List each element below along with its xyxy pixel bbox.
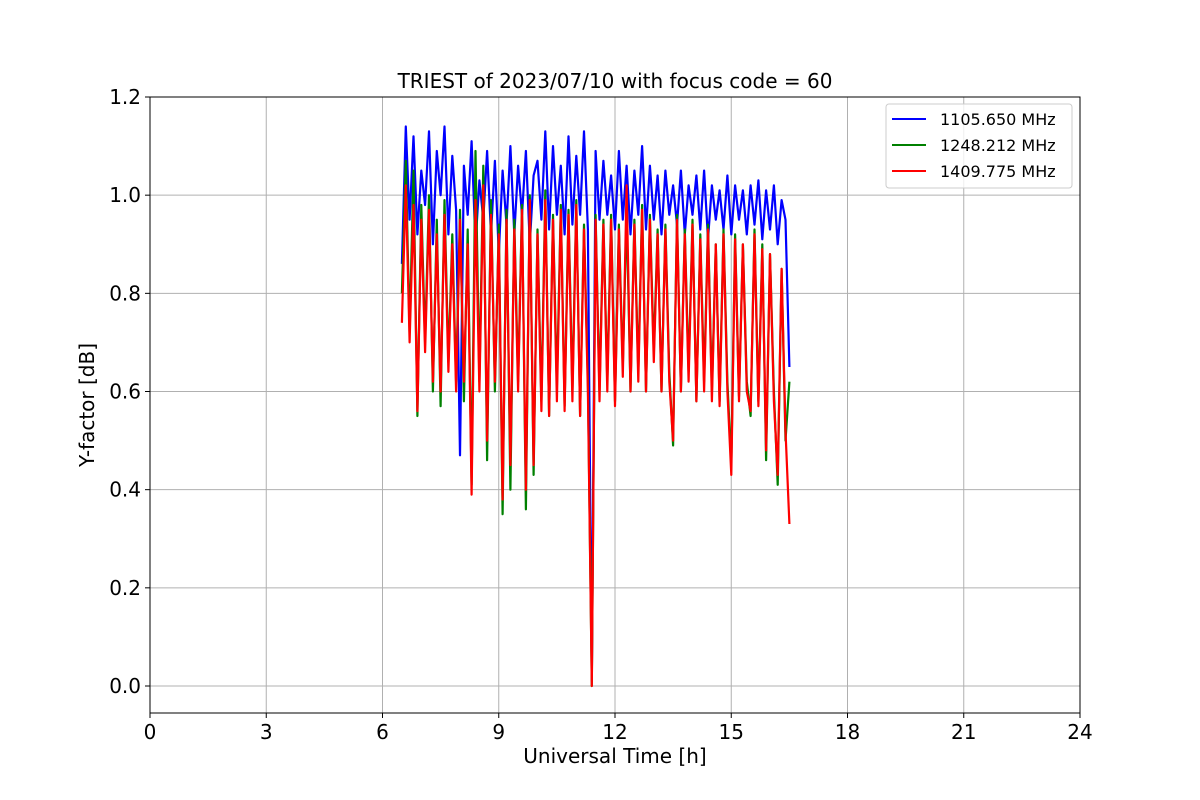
series-line-1	[400, 125, 791, 683]
x-tick-label: 9	[492, 720, 505, 744]
legend-box	[885, 103, 1073, 189]
legend-label: 1105.650 MHz	[940, 110, 1056, 129]
legend-label: 1409.775 MHz	[940, 162, 1056, 181]
series-line-3	[400, 184, 791, 688]
x-tick-label: 24	[1067, 720, 1092, 744]
y-tick-label: 1.0	[109, 183, 141, 207]
y-tick-label: 0.8	[109, 281, 141, 305]
x-tick-label: 21	[951, 720, 976, 744]
axis-ticks: 0 3 6 9 12 15 18 21 24 0.0 0.2 0.4 0.6 0.8 1.0 1.2	[109, 85, 1093, 744]
x-tick-label: 15	[719, 720, 744, 744]
y-tick-label: 0.2	[109, 576, 141, 600]
legend-entries: 1105.650 MHz 1248.212 MHz 1409.775 MHz	[892, 110, 1056, 181]
series-layer	[400, 125, 791, 688]
legend-label: 1248.212 MHz	[940, 136, 1056, 155]
x-tick-label: 18	[835, 720, 860, 744]
legend: 1105.650 MHz 1248.212 MHz 1409.775 MHz	[885, 103, 1073, 189]
x-tick-label: 6	[376, 720, 389, 744]
x-axis-label: Universal Time [h]	[523, 744, 706, 768]
y-axis-label: Y-factor [dB]	[75, 343, 99, 468]
chart-title: TRIEST of 2023/07/10 with focus code = 6…	[397, 69, 833, 93]
y-tick-label: 1.2	[109, 85, 141, 109]
y-tick-label: 0.0	[109, 674, 141, 698]
x-tick-label: 12	[602, 720, 627, 744]
y-tick-label: 0.4	[109, 478, 141, 502]
x-tick-label: 3	[260, 720, 273, 744]
x-tick-label: 0	[144, 720, 157, 744]
y-tick-label: 0.6	[109, 380, 141, 404]
